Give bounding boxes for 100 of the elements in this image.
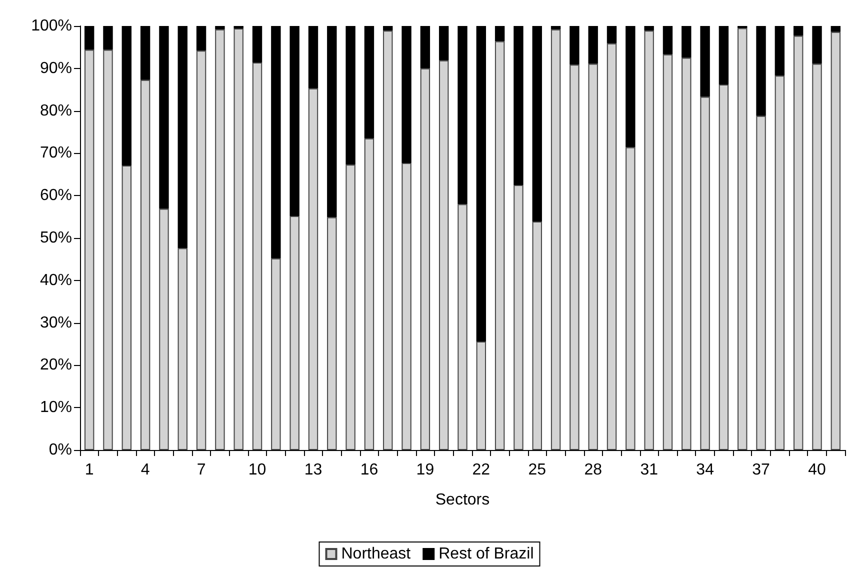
bar [532, 221, 542, 450]
y-tick-label: 20% [40, 356, 72, 374]
y-tick-label: 60% [40, 187, 72, 204]
bar [364, 26, 374, 138]
bar [588, 26, 598, 64]
bar [438, 26, 449, 60]
bar [458, 204, 468, 450]
bar [271, 26, 281, 258]
x-tick-label: 16 [360, 462, 378, 478]
y-tick-label: 100% [31, 18, 72, 34]
bar [215, 26, 225, 30]
bar [402, 162, 412, 450]
x-tick-label: 40 [808, 462, 826, 478]
bar [476, 341, 486, 450]
bar [718, 26, 729, 85]
bar [178, 26, 188, 248]
bar [532, 26, 542, 222]
x-tick-label: 25 [528, 462, 546, 478]
x-tick-label: 13 [304, 462, 322, 478]
bar [178, 248, 188, 450]
bar [794, 26, 804, 36]
bar [84, 50, 94, 450]
bar [606, 43, 617, 450]
x-tick-label: 1 [84, 462, 94, 478]
bar [196, 26, 206, 51]
x-tick-label: 10 [248, 462, 266, 478]
bar [662, 54, 673, 450]
bar [626, 147, 636, 450]
bar [234, 28, 244, 450]
bar [812, 64, 822, 450]
bar [514, 185, 524, 450]
x-tick-label: 34 [696, 462, 714, 478]
x-tick-label: 19 [416, 462, 434, 478]
bar [103, 26, 113, 50]
bar [159, 26, 169, 209]
bar [682, 58, 692, 450]
bar [122, 165, 132, 450]
bar [644, 26, 654, 31]
bar [140, 26, 150, 80]
x-tick-label: 7 [196, 462, 206, 478]
bar [140, 80, 150, 450]
bar [514, 26, 524, 185]
bar [570, 64, 580, 450]
bar [476, 26, 486, 342]
bar [774, 76, 785, 450]
bar [458, 26, 468, 204]
y-tick-label: 10% [40, 399, 72, 416]
bar [84, 26, 94, 50]
bar [494, 26, 505, 42]
bar [550, 26, 561, 30]
bar [103, 50, 113, 450]
bar [830, 32, 841, 450]
y-tick-label: 50% [40, 230, 72, 246]
x-tick-label: 4 [140, 462, 150, 478]
bar [662, 26, 673, 54]
bar [327, 26, 337, 218]
bar [420, 68, 430, 450]
bar [383, 30, 393, 450]
bar [738, 28, 748, 450]
bar [383, 26, 393, 31]
bar [438, 60, 449, 450]
y-tick-label: 90% [40, 60, 72, 77]
x-axis-title: Sectors [435, 492, 490, 508]
x-tick-label: 28 [584, 462, 602, 478]
bar [308, 88, 318, 450]
bar [606, 26, 617, 44]
bar [159, 208, 169, 450]
bar [271, 258, 281, 450]
bar [700, 96, 710, 450]
bar [346, 164, 356, 450]
y-tick-label: 30% [40, 314, 72, 332]
bar [308, 26, 318, 88]
bar [570, 26, 580, 65]
bar [756, 26, 766, 116]
bar [252, 62, 262, 450]
bar [626, 26, 636, 148]
bar [215, 29, 225, 450]
y-tick-label: 0% [48, 442, 72, 458]
bar [794, 36, 804, 450]
x-tick-label: 37 [752, 462, 770, 478]
bar [830, 26, 841, 32]
bar [252, 26, 262, 62]
bar [327, 217, 337, 450]
bar [122, 26, 132, 166]
bar [682, 26, 692, 58]
bar [346, 26, 356, 165]
bar [550, 29, 561, 450]
y-tick-label: 40% [40, 272, 72, 289]
x-tick-label: 31 [640, 462, 658, 478]
bar [812, 26, 822, 64]
bar [718, 84, 729, 450]
legend-label: Rest of Brazil [438, 546, 534, 562]
bar [700, 26, 710, 97]
bar [644, 30, 654, 450]
bar [494, 41, 505, 450]
bar [290, 26, 300, 216]
y-tick-label: 70% [40, 144, 72, 162]
y-tick-label: 80% [40, 102, 72, 120]
bar [756, 116, 766, 450]
bar [774, 26, 785, 76]
